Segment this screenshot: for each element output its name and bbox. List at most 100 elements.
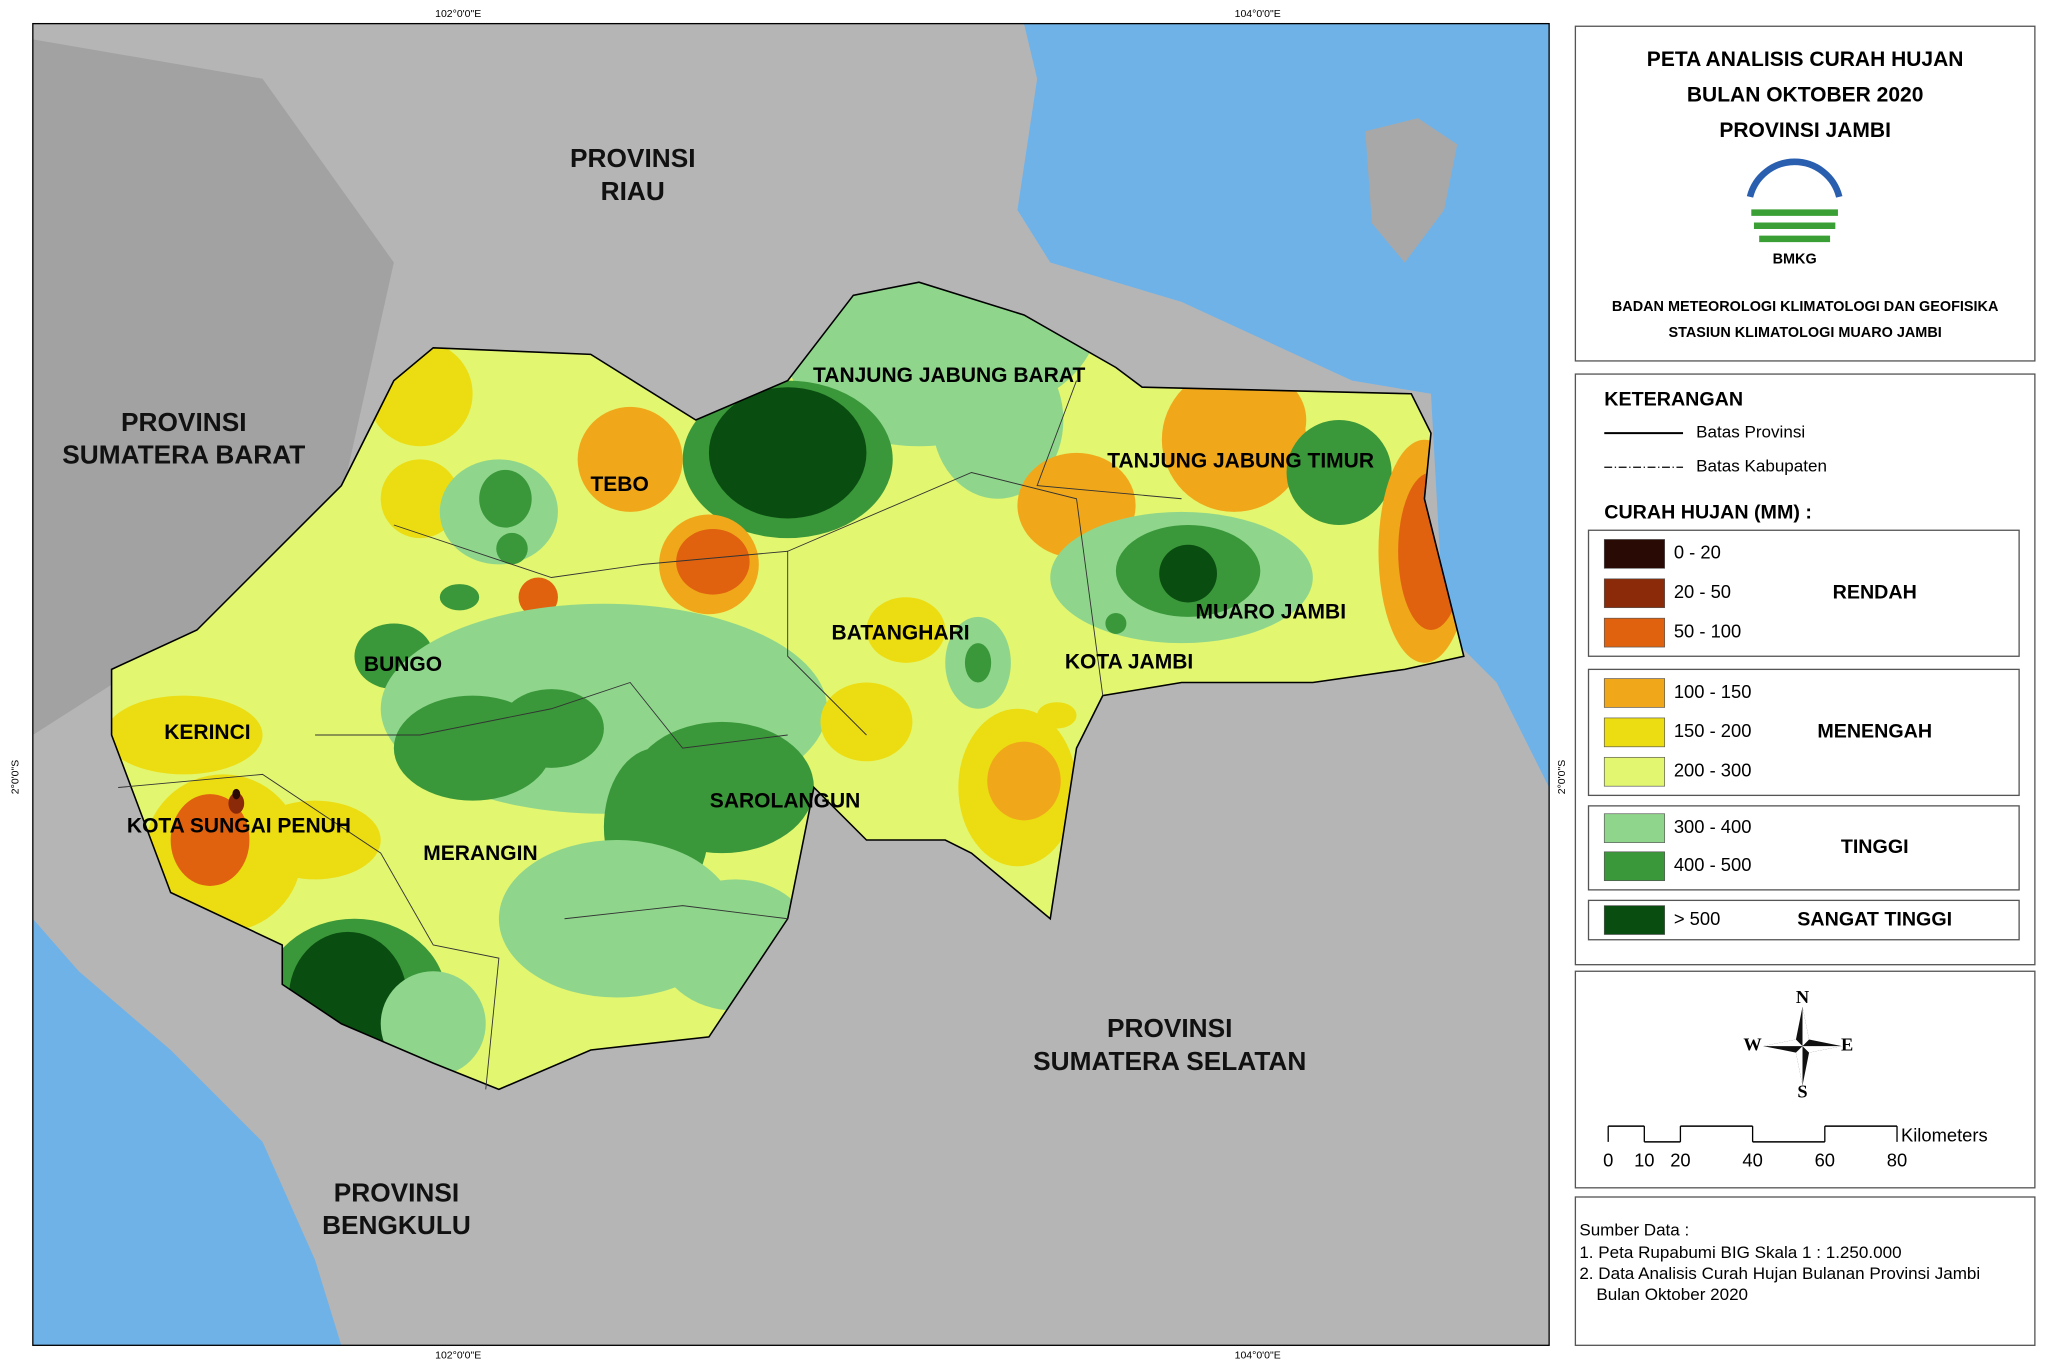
regency-boundary <box>393 524 867 736</box>
legend-group-box <box>1587 899 2020 941</box>
rainfall-zone <box>380 459 460 539</box>
grid-label: 104°0'0"E <box>1235 8 1281 20</box>
grid-label: 2°0'0"S <box>10 760 22 794</box>
regency-label: KOTA SUNGAI PENUH <box>127 814 351 837</box>
legend-group-name: MENENGAH <box>1817 721 1932 743</box>
compass-panel <box>1574 970 2036 1189</box>
rainfall-zone <box>479 469 532 528</box>
mountains <box>32 39 394 735</box>
legend-class-label: 300 - 400 <box>1674 816 1752 837</box>
province-label: SUMATERA BARAT <box>62 440 305 470</box>
legend-title: KETERANGAN <box>1604 389 1743 411</box>
province-label: BENGKULU <box>322 1210 471 1240</box>
rainfall-zone <box>1037 702 1077 729</box>
rainfall-zone <box>987 741 1061 821</box>
regency-label: MERANGIN <box>423 842 537 865</box>
legend-class-label: 0 - 20 <box>1674 542 1721 563</box>
rainfall-zone <box>1214 374 1307 466</box>
rainfall-zone <box>170 794 250 886</box>
rainfall-zone <box>249 800 381 880</box>
legend-swatch <box>1603 678 1665 708</box>
legend-line-label: Batas Provinsi <box>1696 423 1805 442</box>
rainfall-zone <box>577 406 683 512</box>
source-item: 1. Peta Rupabumi BIG Skala 1 : 1.250.000 <box>1579 1243 1901 1262</box>
rainfall-zone <box>228 792 245 814</box>
title-panel <box>1574 25 2036 362</box>
scale-label: 40 <box>1742 1149 1762 1170</box>
scale-label: 20 <box>1670 1149 1690 1170</box>
logo-text: BMKG <box>1773 252 1817 268</box>
regency-label: SAROLANGUN <box>710 789 861 812</box>
island <box>1365 118 1458 263</box>
province-label: SUMATERA SELATAN <box>1033 1046 1306 1076</box>
agency-name: BADAN METEOROLOGI KLIMATOLOGI DAN GEOFIS… <box>1612 299 1999 315</box>
regency-label: TANJUNG JABUNG TIMUR <box>1107 450 1374 473</box>
legend-group-name: RENDAH <box>1833 581 1917 603</box>
legend-class-label: 50 - 100 <box>1674 620 1741 641</box>
rainfall-zone <box>1105 612 1127 634</box>
rainfall-zone <box>1286 420 1392 525</box>
regency-label: KERINCI <box>164 721 250 744</box>
province-label: PROVINSI <box>1107 1013 1232 1043</box>
rainfall-zone <box>496 532 528 565</box>
legend-group-box <box>1587 805 2020 891</box>
rainfall-zone <box>232 788 241 800</box>
rainfall-zone <box>866 597 946 663</box>
grid-label: 104°0'0"E <box>1235 1350 1281 1362</box>
province-label: PROVINSI <box>334 1177 459 1207</box>
rainfall-zone <box>439 584 480 611</box>
province-label: PROVINSI <box>570 143 695 173</box>
scale-label: 60 <box>1815 1149 1835 1170</box>
rainfall-zone <box>518 577 558 617</box>
legend-class-label: 150 - 200 <box>1674 720 1752 741</box>
legend-group-name: SANGAT TINGGI <box>1797 908 1952 930</box>
legend-swatch <box>1603 578 1665 609</box>
legend-class-label: > 500 <box>1674 908 1720 929</box>
rainfall-zone <box>498 689 604 768</box>
legend-class-label: 400 - 500 <box>1674 854 1752 875</box>
rainfall-zone <box>1159 544 1217 603</box>
map-title: BULAN OKTOBER 2020 <box>1687 83 1924 106</box>
source-item: 2. Data Analisis Curah Hujan Bulanan Pro… <box>1579 1264 1980 1283</box>
rainfall-zone <box>111 695 263 775</box>
grid-label: 2°0'0"S <box>1556 760 1568 794</box>
legend-group-box <box>1587 529 2020 657</box>
regency-boundary <box>315 681 788 749</box>
regency-boundary <box>564 905 788 920</box>
compass-letter: W <box>1743 1034 1762 1054</box>
regency-boundary <box>1036 380 1182 500</box>
legend-class-label: 100 - 150 <box>1674 681 1752 702</box>
map-border <box>32 22 1550 1346</box>
rainfall-zone <box>1039 463 1119 543</box>
bmkg-logo <box>1746 158 1843 243</box>
legend-swatch <box>1603 756 1665 787</box>
grid-label: 102°0'0"E <box>435 1350 481 1362</box>
compass-letter: S <box>1797 1082 1807 1102</box>
rainfall-zone <box>820 682 913 762</box>
rainfall-zone <box>380 971 486 1077</box>
province-label: RIAU <box>601 176 665 206</box>
rainfall-zones <box>111 282 1464 1077</box>
rainfall-zone <box>964 643 992 683</box>
province-label: PROVINSI <box>121 407 246 437</box>
rainfall-zone <box>676 528 750 595</box>
scale-unit: Kilometers <box>1901 1124 1988 1145</box>
logo-stripes <box>1751 209 1838 243</box>
compass-letter: E <box>1841 1034 1853 1054</box>
logo-arc <box>1746 158 1843 198</box>
regency-label: KOTA JAMBI <box>1065 650 1193 673</box>
sea <box>32 918 342 1346</box>
regency-boundary <box>118 773 500 1090</box>
regency-label: BATANGHARI <box>832 621 970 644</box>
scale-label: 0 <box>1603 1149 1613 1170</box>
map-title: PROVINSI JAMBI <box>1719 119 1891 142</box>
regency-boundaries <box>118 380 1182 1090</box>
compass-letter: N <box>1796 987 1810 1007</box>
grid-label: 102°0'0"E <box>435 8 481 20</box>
source-item: Bulan Oktober 2020 <box>1596 1285 1748 1304</box>
map-frame <box>32 23 1550 1346</box>
regency-label: MUARO JAMBI <box>1196 600 1347 623</box>
legend-swatch <box>1603 539 1665 569</box>
